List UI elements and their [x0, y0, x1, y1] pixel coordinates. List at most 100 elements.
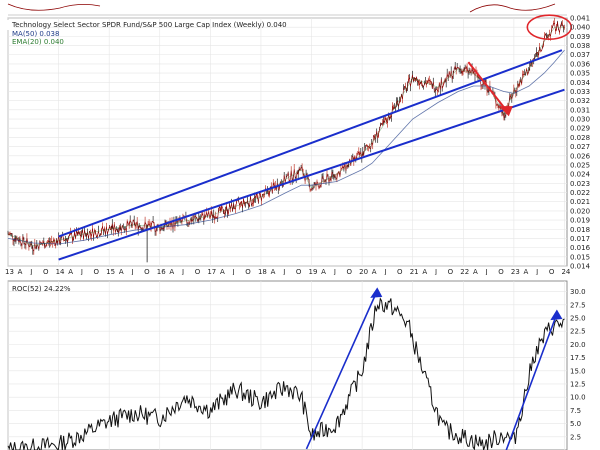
price-ytick-label: 0.015 — [570, 253, 590, 261]
roc-panel: 2.5 5.0 7.5 10.0 12.5 15.0 17.5 20.0 22.5 25.0 27.… — [0, 275, 600, 450]
roc-ytick-label: 12.5 — [570, 380, 586, 388]
price-xtick-label: A — [169, 268, 174, 275]
price-ytick-label: 0.039 — [570, 33, 590, 41]
price-xtick-label: 16 — [157, 268, 166, 275]
roc-ytick-label: 5.0 — [570, 420, 581, 428]
price-ytick-label: 0.017 — [570, 235, 590, 243]
price-ytick-label: 0.019 — [570, 217, 590, 225]
roc-ytick-label: 15.0 — [570, 367, 586, 375]
price-xtick-label: A — [18, 268, 23, 275]
roc-trend-2-head — [550, 309, 563, 321]
chart-title: Technology Select Sector SPDR Fund/S&P 5… — [11, 21, 287, 29]
price-xtick-label: A — [271, 268, 276, 275]
price-xtick-label: O — [549, 268, 555, 275]
price-xtick-label: A — [524, 268, 529, 275]
price-ytick-label: 0.023 — [570, 180, 590, 188]
price-ytick-label: 0.016 — [570, 244, 591, 252]
trend-channel — [58, 49, 565, 261]
price-ytick-label: 0.027 — [570, 143, 590, 151]
price-xtick-label: 21 — [410, 268, 419, 275]
price-ytick-label: 0.025 — [570, 161, 590, 169]
price-xtick-label: 17 — [207, 268, 216, 275]
price-xtick-label: 22 — [460, 268, 469, 275]
price-xtick-label: 14 — [56, 268, 65, 275]
price-grid — [7, 17, 568, 267]
roc-y-axis: 2.5 5.0 7.5 10.0 12.5 15.0 17.5 20.0 22.5 25.0 27.… — [570, 288, 586, 441]
price-xtick-label: J — [282, 268, 285, 275]
price-annotations — [467, 14, 573, 117]
price-xtick-label: J — [535, 268, 538, 275]
price-xtick-label: J — [29, 268, 32, 275]
price-ytick-label: 0.028 — [570, 134, 590, 142]
price-xtick-label: A — [473, 268, 478, 275]
price-xtick-label: 13 — [5, 268, 14, 275]
strip-line-1 — [7, 3, 101, 11]
channel-lower — [58, 88, 565, 261]
price-ytick-label: 0.024 — [570, 171, 591, 179]
price-xtick-label: O — [346, 268, 352, 275]
roc-trend-1-head — [370, 287, 383, 298]
price-xtick-label: O — [296, 268, 302, 275]
price-xtick-label: J — [383, 268, 386, 275]
price-ytick-label: 0.022 — [570, 189, 590, 197]
price-xtick-label: A — [68, 268, 73, 275]
price-xtick-label: J — [485, 268, 488, 275]
roc-ytick-label: 10.0 — [570, 394, 586, 402]
price-xtick-label: O — [397, 268, 403, 275]
price-ytick-label: 0.040 — [570, 24, 590, 32]
pullback-arrowhead — [498, 106, 513, 117]
roc-ytick-label: 30.0 — [570, 288, 586, 296]
price-ytick-label: 0.035 — [570, 70, 590, 78]
price-ytick-label: 0.026 — [570, 152, 591, 160]
legend-ma: MA(50) 0.038 — [12, 30, 59, 38]
price-ytick-label: 0.020 — [570, 207, 590, 215]
price-ytick-label: 0.034 — [570, 79, 591, 87]
price-ytick-label: 0.037 — [570, 51, 590, 59]
price-xtick-label: A — [422, 268, 427, 275]
price-xtick-label: J — [232, 268, 235, 275]
high-circle — [526, 14, 573, 40]
roc-trendlines — [305, 287, 563, 450]
price-ytick-label: 0.014 — [570, 263, 591, 271]
price-xtick-label: J — [181, 268, 184, 275]
price-xtick-label: A — [372, 268, 377, 275]
strip-line-2 — [469, 3, 556, 13]
roc-title: ROC(52) 24.22% — [12, 285, 71, 293]
price-xtick-label: O — [245, 268, 251, 275]
price-xtick-label: A — [119, 268, 124, 275]
ma-line — [7, 49, 565, 245]
price-ytick-label: 0.041 — [570, 15, 590, 23]
price-xtick-label: J — [130, 268, 133, 275]
price-ytick-label: 0.021 — [570, 198, 590, 206]
price-ytick-label: 0.038 — [570, 42, 590, 50]
pullback-arrow — [467, 61, 510, 115]
channel-upper — [58, 49, 563, 238]
price-xtick-label: 24 — [561, 268, 570, 275]
roc-series — [7, 297, 565, 450]
price-ytick-label: 0.033 — [570, 88, 590, 96]
roc-ytick-label: 25.0 — [570, 314, 586, 322]
price-xtick-label: O — [94, 268, 100, 275]
roc-trend-2 — [505, 313, 558, 450]
price-line — [7, 21, 565, 252]
roc-ytick-label: 7.5 — [570, 407, 581, 415]
roc-ytick-label: 2.5 — [570, 433, 581, 441]
price-xtick-label: 23 — [511, 268, 520, 275]
price-xtick-label: J — [434, 268, 437, 275]
price-legend: Technology Select Sector SPDR Fund/S&P 5… — [4, 20, 287, 46]
price-xtick-label: 19 — [309, 268, 318, 275]
price-xtick-label: O — [144, 268, 150, 275]
price-x-axis: 13 A J O 14 A J O 15 A J O 16 A J O 17 A J O 18 A J O 19 A J O 20 A J O… — [5, 268, 571, 275]
price-xtick-label: J — [80, 268, 83, 275]
price-xtick-label: O — [448, 268, 454, 275]
legend-ema: EMA(20) 0.040 — [12, 38, 64, 46]
price-ytick-label: 0.032 — [570, 97, 590, 105]
roc-ytick-label: 22.5 — [570, 328, 586, 336]
price-xtick-label: O — [498, 268, 504, 275]
price-xtick-label: 18 — [258, 268, 267, 275]
roc-ytick-label: 27.5 — [570, 301, 586, 309]
price-xtick-label: J — [333, 268, 336, 275]
